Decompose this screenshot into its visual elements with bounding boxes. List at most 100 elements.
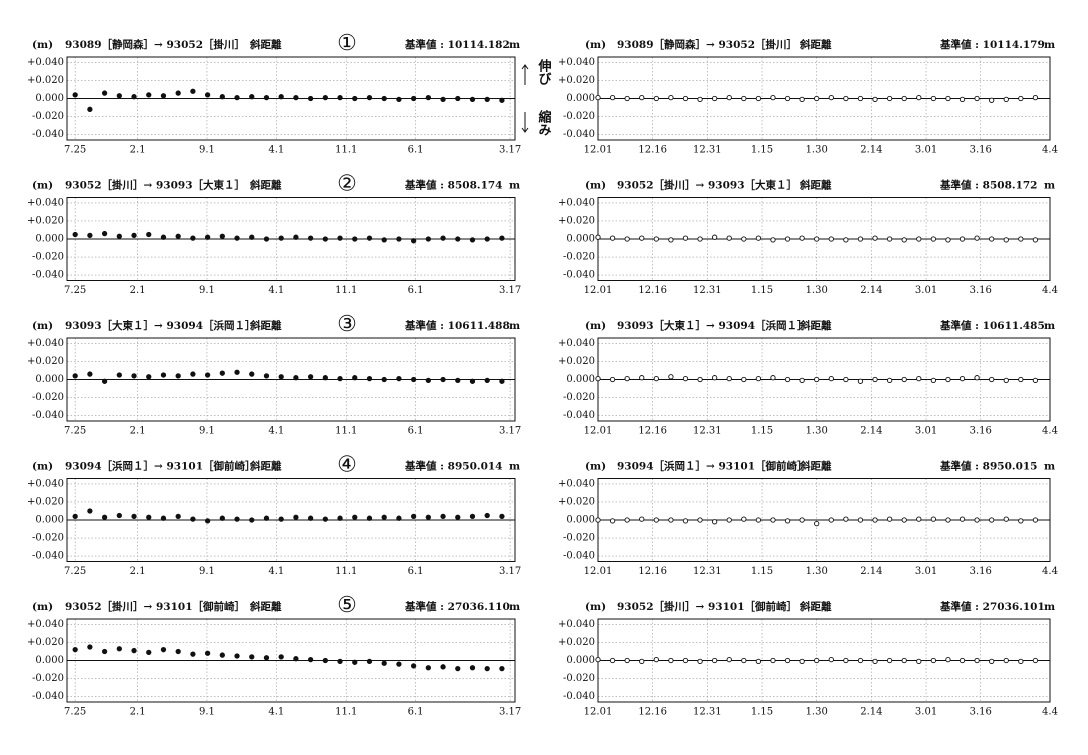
data-point [72,647,78,653]
x-tick-label: 12.16 [638,145,667,156]
data-point [682,518,689,524]
data-point [843,95,849,102]
x-tick-label: 3.01 [915,285,937,296]
data-point [204,372,211,378]
data-point [234,653,240,659]
data-point [726,517,732,523]
data-point [396,661,402,667]
data-point [653,517,659,523]
x-tick-label: 12.01 [584,707,613,718]
x-tick-label: 1.15 [751,707,773,718]
data-point [455,95,461,102]
data-point [595,375,601,382]
data-point [741,657,747,664]
data-point [711,95,718,102]
data-point [726,235,732,241]
data-point [278,516,284,522]
data-point [828,236,834,242]
y-tick-label: +0.040 [27,57,64,68]
y-tick-label: -0.020 [32,533,64,544]
data-point [263,515,270,521]
data-point [87,508,93,514]
data-point [857,378,864,384]
y-tick-label: -0.040 [563,129,595,140]
y-tick-label: +0.040 [558,197,595,208]
data-point [945,376,951,383]
data-point [726,94,732,101]
reference-value: 基準値 : 8508.174 [404,179,502,192]
x-tick-label: 3.16 [970,707,992,718]
data-point [249,371,255,377]
data-point [263,373,270,379]
x-tick-label: 3.16 [970,285,992,296]
data-point [945,656,951,663]
data-point [916,516,922,522]
data-point [697,376,703,383]
data-point [499,235,505,241]
data-point [711,657,718,664]
x-tick-label: 3.17 [499,566,521,577]
data-point [440,376,446,383]
data-point [682,235,689,241]
baseline-label: 93093［大東１］→ 93094［浜岡１］ [617,319,808,332]
data-point [770,94,776,101]
data-point [396,515,402,521]
data-point [770,375,776,381]
data-point [146,514,152,520]
data-point [886,377,893,384]
data-point [101,230,108,237]
data-point [293,656,299,662]
data-point [989,517,995,523]
data-point [901,657,907,664]
x-tick-label: 12.16 [638,566,667,577]
data-point [916,375,922,382]
data-point [219,515,225,521]
x-tick-label: 2.14 [860,426,882,437]
data-point [366,94,373,101]
y-tick-label: 0.000 [566,93,595,104]
data-point [945,517,951,523]
data-point [799,235,805,241]
unit-label: (m) [32,39,53,51]
data-point [1003,377,1009,384]
data-point [945,95,951,102]
y-tick-label: -0.020 [563,252,595,263]
data-point [711,519,718,525]
data-point [116,93,122,99]
y-tick-label: +0.020 [27,75,64,86]
data-point [697,658,703,665]
data-point [959,657,966,664]
x-tick-label: 3.16 [970,426,992,437]
data-point [131,232,137,239]
x-tick-label: 12.31 [693,285,722,296]
data-point [799,377,805,384]
y-tick-label: 0.000 [566,374,595,385]
data-point [1032,377,1039,384]
data-point [1018,376,1024,383]
x-tick-label: 4.4 [1042,426,1058,437]
data-point [337,94,343,101]
data-point [160,515,167,521]
data-point [190,235,196,241]
measure-label: 斜距離 [249,179,282,192]
data-point [499,378,505,384]
data-point [204,234,211,240]
unit-label: (m) [32,320,53,332]
y-tick-label: -0.020 [563,392,595,403]
data-point [959,236,966,242]
data-point [609,94,616,101]
data-point [886,516,893,522]
x-tick-label: 12.01 [584,145,613,156]
reference-value: 基準値 : 27036.110 [404,600,510,613]
x-tick-label: 7.25 [64,426,86,437]
data-point [624,375,630,382]
x-tick-label: 12.16 [638,285,667,296]
data-point [366,235,373,241]
x-tick-label: 2.1 [130,285,146,296]
data-point [843,237,849,243]
data-point [484,512,490,519]
data-point [1018,236,1024,242]
data-point [1032,657,1039,664]
x-tick-label: 4.4 [1042,707,1058,718]
data-point [131,513,137,520]
